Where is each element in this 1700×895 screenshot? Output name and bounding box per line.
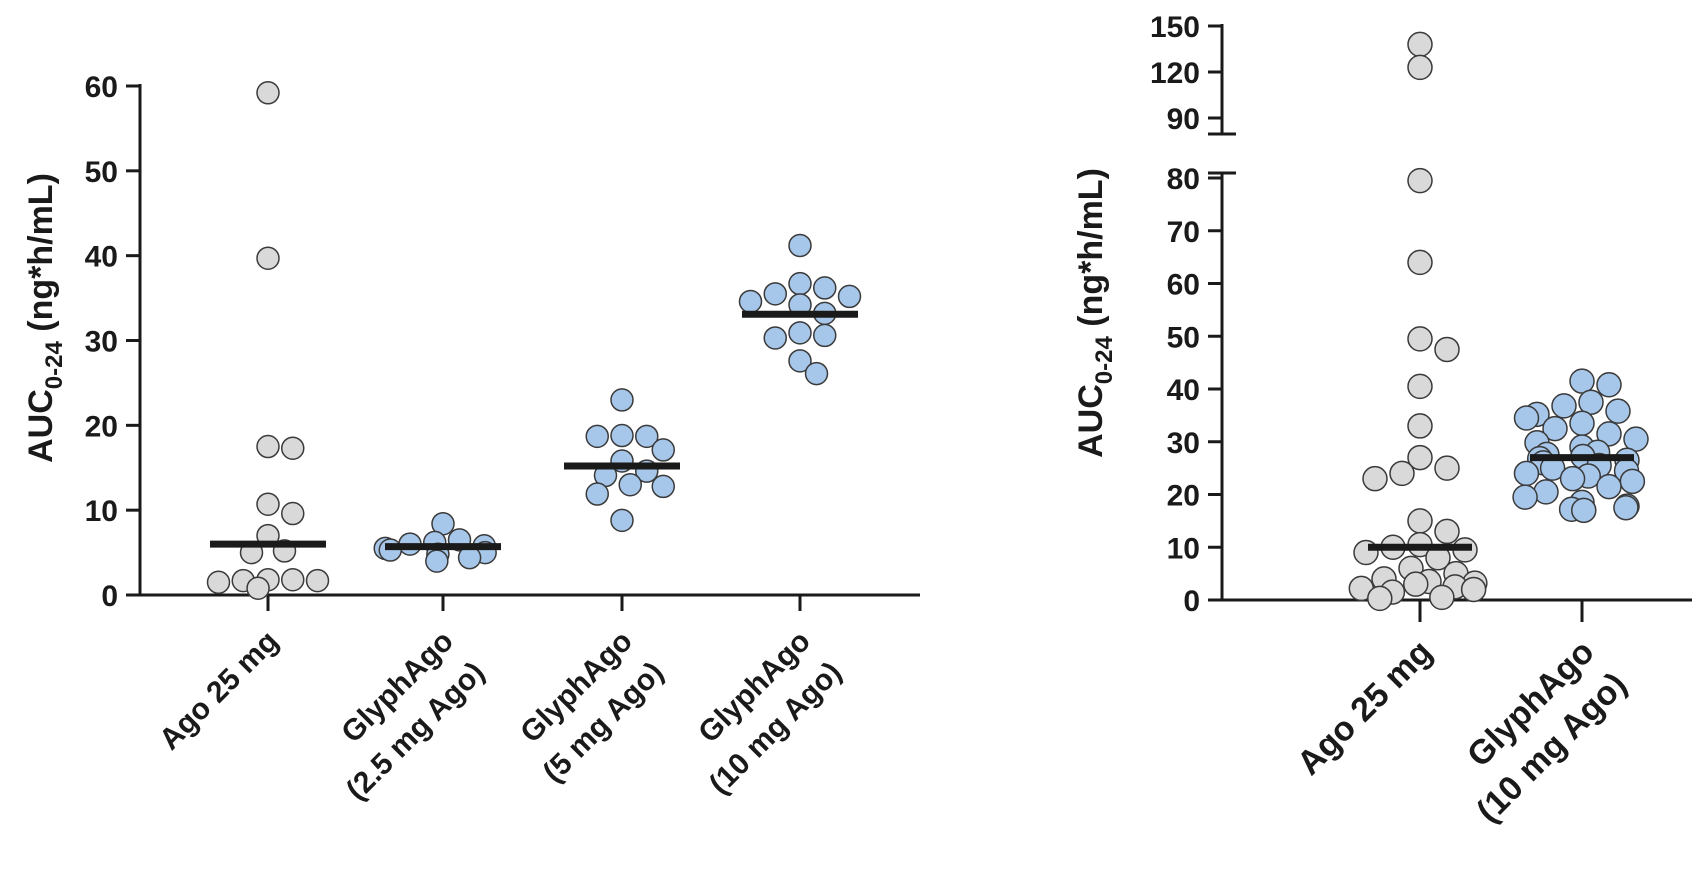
data-point <box>611 425 633 447</box>
data-point <box>1430 585 1454 609</box>
right-y-tick-label: 40 <box>1167 374 1200 407</box>
data-point <box>208 571 230 593</box>
data-point <box>1408 169 1432 193</box>
right-y-tick-label: 150 <box>1150 11 1200 44</box>
left-y-axis-title: AUC0-24 (ng*h/mL) <box>22 173 68 463</box>
data-point <box>839 285 861 307</box>
category-label-line: Ago 25 mg <box>1290 633 1440 783</box>
data-point <box>307 570 329 592</box>
data-point <box>814 324 836 346</box>
data-point <box>257 493 279 515</box>
right-y-tick-label: 70 <box>1167 216 1200 249</box>
data-point <box>282 569 304 591</box>
data-point <box>1363 467 1387 491</box>
right-category-label: Ago 25 mg <box>1290 633 1440 783</box>
data-point <box>1462 577 1486 601</box>
data-point <box>1515 406 1539 430</box>
data-point <box>1408 374 1432 398</box>
data-point <box>611 509 633 531</box>
data-point <box>789 234 811 256</box>
left-y-tick-label: 10 <box>85 495 118 528</box>
left-category-labels: Ago 25 mg GlyphAgo(2.5 mg Ago) GlyphAgo(5 … <box>153 625 848 807</box>
data-point <box>1368 586 1392 610</box>
left-y-tick-label: 0 <box>101 580 118 613</box>
left-category-label: Ago 25 mg <box>153 625 285 757</box>
data-point <box>1620 469 1644 493</box>
right-y-tick-label: 30 <box>1167 427 1200 460</box>
data-point <box>257 82 279 104</box>
data-point <box>1435 337 1459 361</box>
data-point <box>257 247 279 269</box>
data-point <box>1614 496 1638 520</box>
left-y-tick-label: 60 <box>85 71 118 104</box>
data-point <box>1408 509 1432 533</box>
left-y-tick-label: 40 <box>85 241 118 274</box>
left-chart: AUC0-24 (ng*h/mL) 0 10 20 30 40 50 60 Ago 25 m… <box>22 71 920 807</box>
right-category-label: GlyphAgo(10 mg Ago) <box>1437 633 1634 830</box>
data-point <box>1597 373 1621 397</box>
data-point <box>257 436 279 458</box>
data-point <box>1408 32 1432 56</box>
data-point <box>789 322 811 344</box>
data-point <box>764 327 786 349</box>
data-point <box>426 550 448 572</box>
left-medians <box>210 314 858 546</box>
data-point <box>1390 461 1414 485</box>
data-point <box>1404 572 1428 596</box>
data-point <box>1606 399 1630 423</box>
data-point <box>1408 55 1432 79</box>
data-point <box>1435 519 1459 543</box>
left-category-label: GlyphAgo(5 mg Ago) <box>506 625 670 789</box>
left-y-tick-label: 50 <box>85 156 118 189</box>
data-point <box>740 290 762 312</box>
data-point <box>611 389 633 411</box>
right-y-axis-title: AUC0-24 (ng*h/mL) <box>1072 168 1118 458</box>
data-point <box>1534 480 1558 504</box>
data-point <box>652 439 674 461</box>
data-point <box>1408 327 1432 351</box>
left-category-label: GlyphAgo(2.5 mg Ago) <box>309 625 491 807</box>
data-point <box>586 483 608 505</box>
data-point <box>1597 475 1621 499</box>
data-point <box>1435 456 1459 480</box>
data-point <box>1514 461 1538 485</box>
right-y-tick-label: 80 <box>1167 163 1200 196</box>
right-y-tick-label: 90 <box>1167 103 1200 136</box>
left-category-label: GlyphAgo(10 mg Ago) <box>672 625 848 801</box>
right-y-tick-label: 120 <box>1150 57 1200 90</box>
right-y-tick-label: 20 <box>1167 480 1200 513</box>
data-point <box>282 503 304 525</box>
data-point <box>586 425 608 447</box>
right-y-tick-label: 10 <box>1167 532 1200 565</box>
right-y-tick-label: 50 <box>1167 321 1200 354</box>
right-y-tick-label: 60 <box>1167 269 1200 302</box>
right-y-tick-label: 0 <box>1183 585 1200 618</box>
data-point <box>247 577 269 599</box>
right-category-labels: Ago 25 mg GlyphAgo(10 mg Ago) <box>1290 633 1634 830</box>
data-point <box>789 273 811 295</box>
left-y-tick-label: 20 <box>85 410 118 443</box>
data-point <box>1570 411 1594 435</box>
data-point <box>1408 250 1432 274</box>
data-point <box>1552 394 1576 418</box>
data-point <box>1572 498 1596 522</box>
right-points <box>1349 32 1648 610</box>
data-point <box>1408 414 1432 438</box>
right-chart: AUC0-24 (ng*h/mL) 0 10 20 30 40 50 60 70 80 90 120… <box>1072 11 1692 830</box>
data-point <box>652 475 674 497</box>
category-label-line: Ago 25 mg <box>153 625 285 757</box>
data-point <box>1513 485 1537 509</box>
data-point <box>1561 467 1585 491</box>
data-point <box>814 277 836 299</box>
left-points <box>208 82 861 599</box>
data-point <box>806 363 828 385</box>
left-y-tick-label: 30 <box>85 326 118 359</box>
data-point <box>282 437 304 459</box>
data-point <box>619 474 641 496</box>
data-point <box>764 283 786 305</box>
